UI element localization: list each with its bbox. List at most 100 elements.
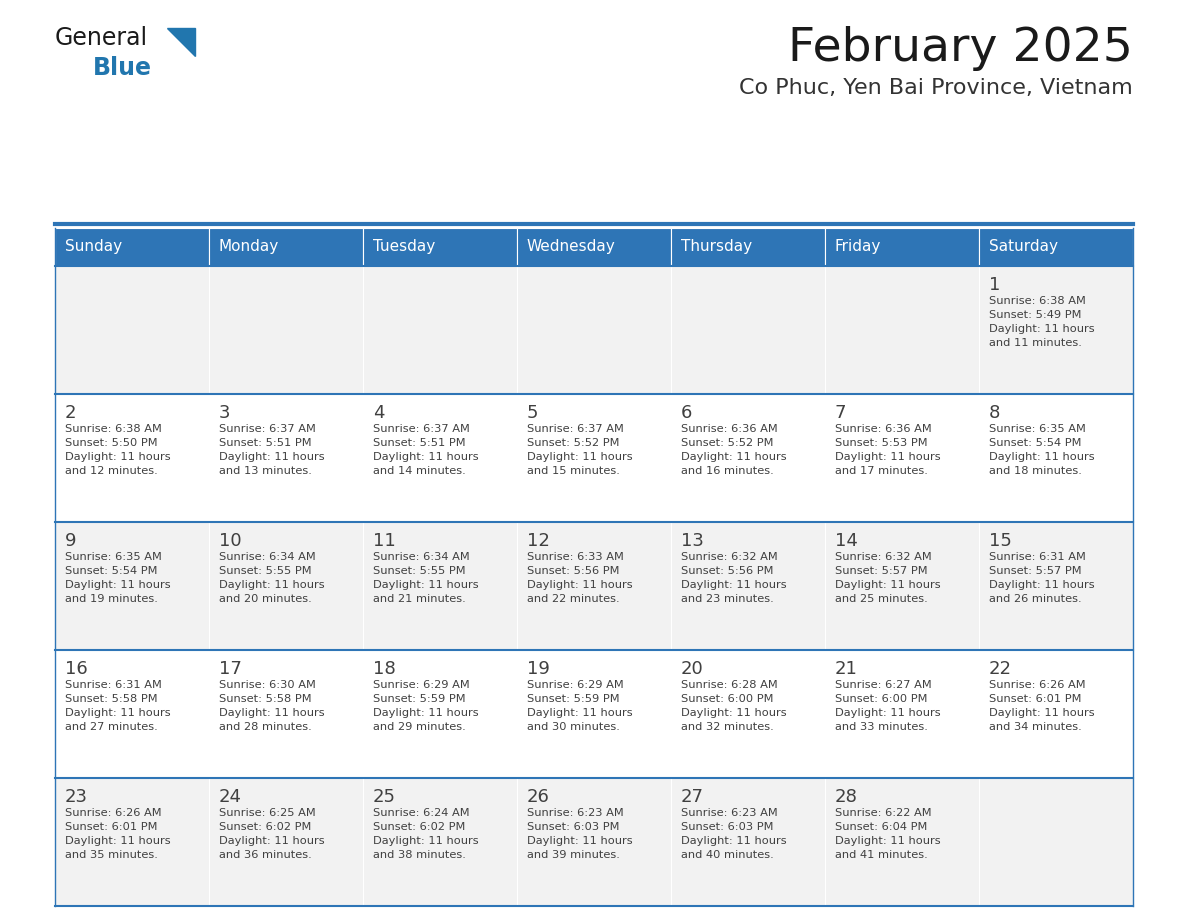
Text: Blue: Blue bbox=[93, 56, 152, 80]
Bar bbox=[671, 266, 824, 394]
Text: Friday: Friday bbox=[835, 240, 881, 254]
Text: 13: 13 bbox=[681, 532, 703, 550]
Text: Sunrise: 6:32 AM
Sunset: 5:56 PM
Daylight: 11 hours
and 23 minutes.: Sunrise: 6:32 AM Sunset: 5:56 PM Dayligh… bbox=[681, 552, 786, 604]
Text: Sunrise: 6:36 AM
Sunset: 5:53 PM
Daylight: 11 hours
and 17 minutes.: Sunrise: 6:36 AM Sunset: 5:53 PM Dayligh… bbox=[835, 424, 941, 476]
Text: Sunrise: 6:35 AM
Sunset: 5:54 PM
Daylight: 11 hours
and 18 minutes.: Sunrise: 6:35 AM Sunset: 5:54 PM Dayligh… bbox=[988, 424, 1094, 476]
Text: 6: 6 bbox=[681, 404, 693, 422]
Text: 24: 24 bbox=[219, 788, 242, 806]
Text: Sunrise: 6:31 AM
Sunset: 5:58 PM
Daylight: 11 hours
and 27 minutes.: Sunrise: 6:31 AM Sunset: 5:58 PM Dayligh… bbox=[65, 680, 171, 732]
Bar bbox=[979, 228, 1133, 266]
Text: Sunrise: 6:25 AM
Sunset: 6:02 PM
Daylight: 11 hours
and 36 minutes.: Sunrise: 6:25 AM Sunset: 6:02 PM Dayligh… bbox=[219, 808, 324, 860]
Text: Sunrise: 6:24 AM
Sunset: 6:02 PM
Daylight: 11 hours
and 38 minutes.: Sunrise: 6:24 AM Sunset: 6:02 PM Dayligh… bbox=[373, 808, 479, 860]
Bar bbox=[517, 266, 671, 394]
Bar bbox=[671, 522, 824, 650]
Bar bbox=[209, 522, 364, 650]
Bar bbox=[671, 778, 824, 906]
Bar bbox=[824, 394, 979, 522]
Bar bbox=[517, 650, 671, 778]
Bar bbox=[364, 228, 517, 266]
Bar bbox=[55, 650, 209, 778]
Text: 10: 10 bbox=[219, 532, 241, 550]
Text: Sunrise: 6:28 AM
Sunset: 6:00 PM
Daylight: 11 hours
and 32 minutes.: Sunrise: 6:28 AM Sunset: 6:00 PM Dayligh… bbox=[681, 680, 786, 732]
Bar bbox=[824, 522, 979, 650]
Bar bbox=[209, 778, 364, 906]
Bar bbox=[979, 522, 1133, 650]
Text: 19: 19 bbox=[527, 660, 550, 678]
Text: 25: 25 bbox=[373, 788, 396, 806]
Text: Wednesday: Wednesday bbox=[527, 240, 615, 254]
Bar bbox=[671, 228, 824, 266]
Text: 27: 27 bbox=[681, 788, 704, 806]
Bar bbox=[517, 394, 671, 522]
Text: 20: 20 bbox=[681, 660, 703, 678]
Bar bbox=[364, 522, 517, 650]
Text: Sunrise: 6:35 AM
Sunset: 5:54 PM
Daylight: 11 hours
and 19 minutes.: Sunrise: 6:35 AM Sunset: 5:54 PM Dayligh… bbox=[65, 552, 171, 604]
Text: 2: 2 bbox=[65, 404, 76, 422]
Bar bbox=[55, 394, 209, 522]
Bar bbox=[364, 650, 517, 778]
Text: Sunrise: 6:32 AM
Sunset: 5:57 PM
Daylight: 11 hours
and 25 minutes.: Sunrise: 6:32 AM Sunset: 5:57 PM Dayligh… bbox=[835, 552, 941, 604]
Text: General: General bbox=[55, 26, 148, 50]
Text: Sunrise: 6:33 AM
Sunset: 5:56 PM
Daylight: 11 hours
and 22 minutes.: Sunrise: 6:33 AM Sunset: 5:56 PM Dayligh… bbox=[527, 552, 633, 604]
Text: Tuesday: Tuesday bbox=[373, 240, 435, 254]
Text: Sunrise: 6:37 AM
Sunset: 5:52 PM
Daylight: 11 hours
and 15 minutes.: Sunrise: 6:37 AM Sunset: 5:52 PM Dayligh… bbox=[527, 424, 633, 476]
Text: Sunrise: 6:29 AM
Sunset: 5:59 PM
Daylight: 11 hours
and 30 minutes.: Sunrise: 6:29 AM Sunset: 5:59 PM Dayligh… bbox=[527, 680, 633, 732]
Bar bbox=[979, 650, 1133, 778]
Bar bbox=[824, 650, 979, 778]
Text: 5: 5 bbox=[527, 404, 538, 422]
Text: 23: 23 bbox=[65, 788, 88, 806]
Text: Saturday: Saturday bbox=[988, 240, 1059, 254]
Bar bbox=[979, 778, 1133, 906]
Text: 17: 17 bbox=[219, 660, 242, 678]
Bar bbox=[209, 228, 364, 266]
Text: Co Phuc, Yen Bai Province, Vietnam: Co Phuc, Yen Bai Province, Vietnam bbox=[739, 78, 1133, 98]
Text: Sunrise: 6:30 AM
Sunset: 5:58 PM
Daylight: 11 hours
and 28 minutes.: Sunrise: 6:30 AM Sunset: 5:58 PM Dayligh… bbox=[219, 680, 324, 732]
Bar bbox=[209, 394, 364, 522]
Bar bbox=[55, 228, 209, 266]
Text: 12: 12 bbox=[527, 532, 550, 550]
Text: 22: 22 bbox=[988, 660, 1012, 678]
Bar bbox=[55, 522, 209, 650]
Text: Sunrise: 6:23 AM
Sunset: 6:03 PM
Daylight: 11 hours
and 39 minutes.: Sunrise: 6:23 AM Sunset: 6:03 PM Dayligh… bbox=[527, 808, 633, 860]
Text: Sunrise: 6:34 AM
Sunset: 5:55 PM
Daylight: 11 hours
and 21 minutes.: Sunrise: 6:34 AM Sunset: 5:55 PM Dayligh… bbox=[373, 552, 479, 604]
Bar bbox=[364, 778, 517, 906]
Text: Sunrise: 6:29 AM
Sunset: 5:59 PM
Daylight: 11 hours
and 29 minutes.: Sunrise: 6:29 AM Sunset: 5:59 PM Dayligh… bbox=[373, 680, 479, 732]
Bar bbox=[364, 394, 517, 522]
Text: 8: 8 bbox=[988, 404, 1000, 422]
Text: Sunrise: 6:26 AM
Sunset: 6:01 PM
Daylight: 11 hours
and 35 minutes.: Sunrise: 6:26 AM Sunset: 6:01 PM Dayligh… bbox=[65, 808, 171, 860]
Bar bbox=[209, 266, 364, 394]
Text: Sunrise: 6:26 AM
Sunset: 6:01 PM
Daylight: 11 hours
and 34 minutes.: Sunrise: 6:26 AM Sunset: 6:01 PM Dayligh… bbox=[988, 680, 1094, 732]
Text: Sunrise: 6:37 AM
Sunset: 5:51 PM
Daylight: 11 hours
and 14 minutes.: Sunrise: 6:37 AM Sunset: 5:51 PM Dayligh… bbox=[373, 424, 479, 476]
Text: 4: 4 bbox=[373, 404, 385, 422]
Text: Sunrise: 6:37 AM
Sunset: 5:51 PM
Daylight: 11 hours
and 13 minutes.: Sunrise: 6:37 AM Sunset: 5:51 PM Dayligh… bbox=[219, 424, 324, 476]
Text: Sunday: Sunday bbox=[65, 240, 122, 254]
Text: 15: 15 bbox=[988, 532, 1012, 550]
Text: Sunrise: 6:38 AM
Sunset: 5:50 PM
Daylight: 11 hours
and 12 minutes.: Sunrise: 6:38 AM Sunset: 5:50 PM Dayligh… bbox=[65, 424, 171, 476]
Bar bbox=[824, 228, 979, 266]
Text: 9: 9 bbox=[65, 532, 76, 550]
Bar bbox=[517, 228, 671, 266]
Text: Sunrise: 6:27 AM
Sunset: 6:00 PM
Daylight: 11 hours
and 33 minutes.: Sunrise: 6:27 AM Sunset: 6:00 PM Dayligh… bbox=[835, 680, 941, 732]
Text: Monday: Monday bbox=[219, 240, 279, 254]
Text: 18: 18 bbox=[373, 660, 396, 678]
Text: Sunrise: 6:34 AM
Sunset: 5:55 PM
Daylight: 11 hours
and 20 minutes.: Sunrise: 6:34 AM Sunset: 5:55 PM Dayligh… bbox=[219, 552, 324, 604]
Polygon shape bbox=[168, 28, 195, 56]
Text: 7: 7 bbox=[835, 404, 847, 422]
Text: Sunrise: 6:36 AM
Sunset: 5:52 PM
Daylight: 11 hours
and 16 minutes.: Sunrise: 6:36 AM Sunset: 5:52 PM Dayligh… bbox=[681, 424, 786, 476]
Text: 1: 1 bbox=[988, 276, 1000, 294]
Text: Sunrise: 6:23 AM
Sunset: 6:03 PM
Daylight: 11 hours
and 40 minutes.: Sunrise: 6:23 AM Sunset: 6:03 PM Dayligh… bbox=[681, 808, 786, 860]
Bar bbox=[517, 778, 671, 906]
Text: 21: 21 bbox=[835, 660, 858, 678]
Text: 26: 26 bbox=[527, 788, 550, 806]
Bar bbox=[671, 650, 824, 778]
Bar bbox=[55, 778, 209, 906]
Text: February 2025: February 2025 bbox=[788, 26, 1133, 71]
Text: Sunrise: 6:38 AM
Sunset: 5:49 PM
Daylight: 11 hours
and 11 minutes.: Sunrise: 6:38 AM Sunset: 5:49 PM Dayligh… bbox=[988, 296, 1094, 348]
Bar bbox=[209, 650, 364, 778]
Text: Sunrise: 6:22 AM
Sunset: 6:04 PM
Daylight: 11 hours
and 41 minutes.: Sunrise: 6:22 AM Sunset: 6:04 PM Dayligh… bbox=[835, 808, 941, 860]
Bar bbox=[824, 778, 979, 906]
Text: 28: 28 bbox=[835, 788, 858, 806]
Text: Thursday: Thursday bbox=[681, 240, 752, 254]
Bar bbox=[364, 266, 517, 394]
Bar bbox=[979, 394, 1133, 522]
